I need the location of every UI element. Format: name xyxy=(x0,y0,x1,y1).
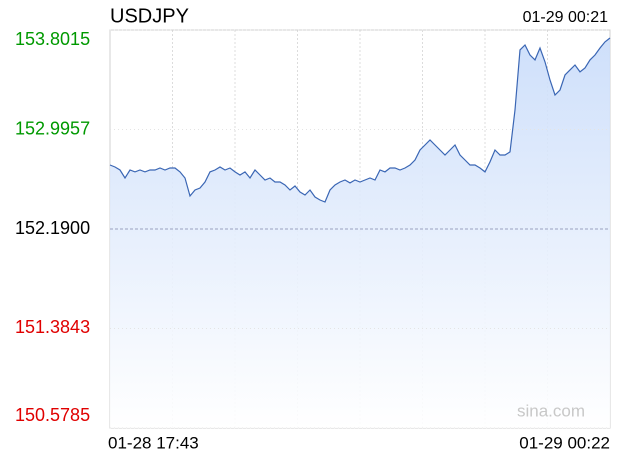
y-tick-label: 152.9957 xyxy=(15,118,90,138)
x-tick-label: 01-28 17:43 xyxy=(108,433,199,452)
y-tick-label: 151.3843 xyxy=(15,317,90,337)
y-tick-label: 150.5785 xyxy=(15,405,90,425)
timestamp: 01-29 00:21 xyxy=(523,9,609,26)
y-tick-label: 153.8015 xyxy=(15,29,90,49)
area xyxy=(110,38,610,428)
chart-title: USDJPY xyxy=(110,5,189,27)
y-tick-label: 152.1900 xyxy=(15,218,90,238)
x-tick-label: 01-29 00:22 xyxy=(519,433,610,452)
watermark: sina.com xyxy=(517,401,585,420)
price-line xyxy=(109,37,611,203)
